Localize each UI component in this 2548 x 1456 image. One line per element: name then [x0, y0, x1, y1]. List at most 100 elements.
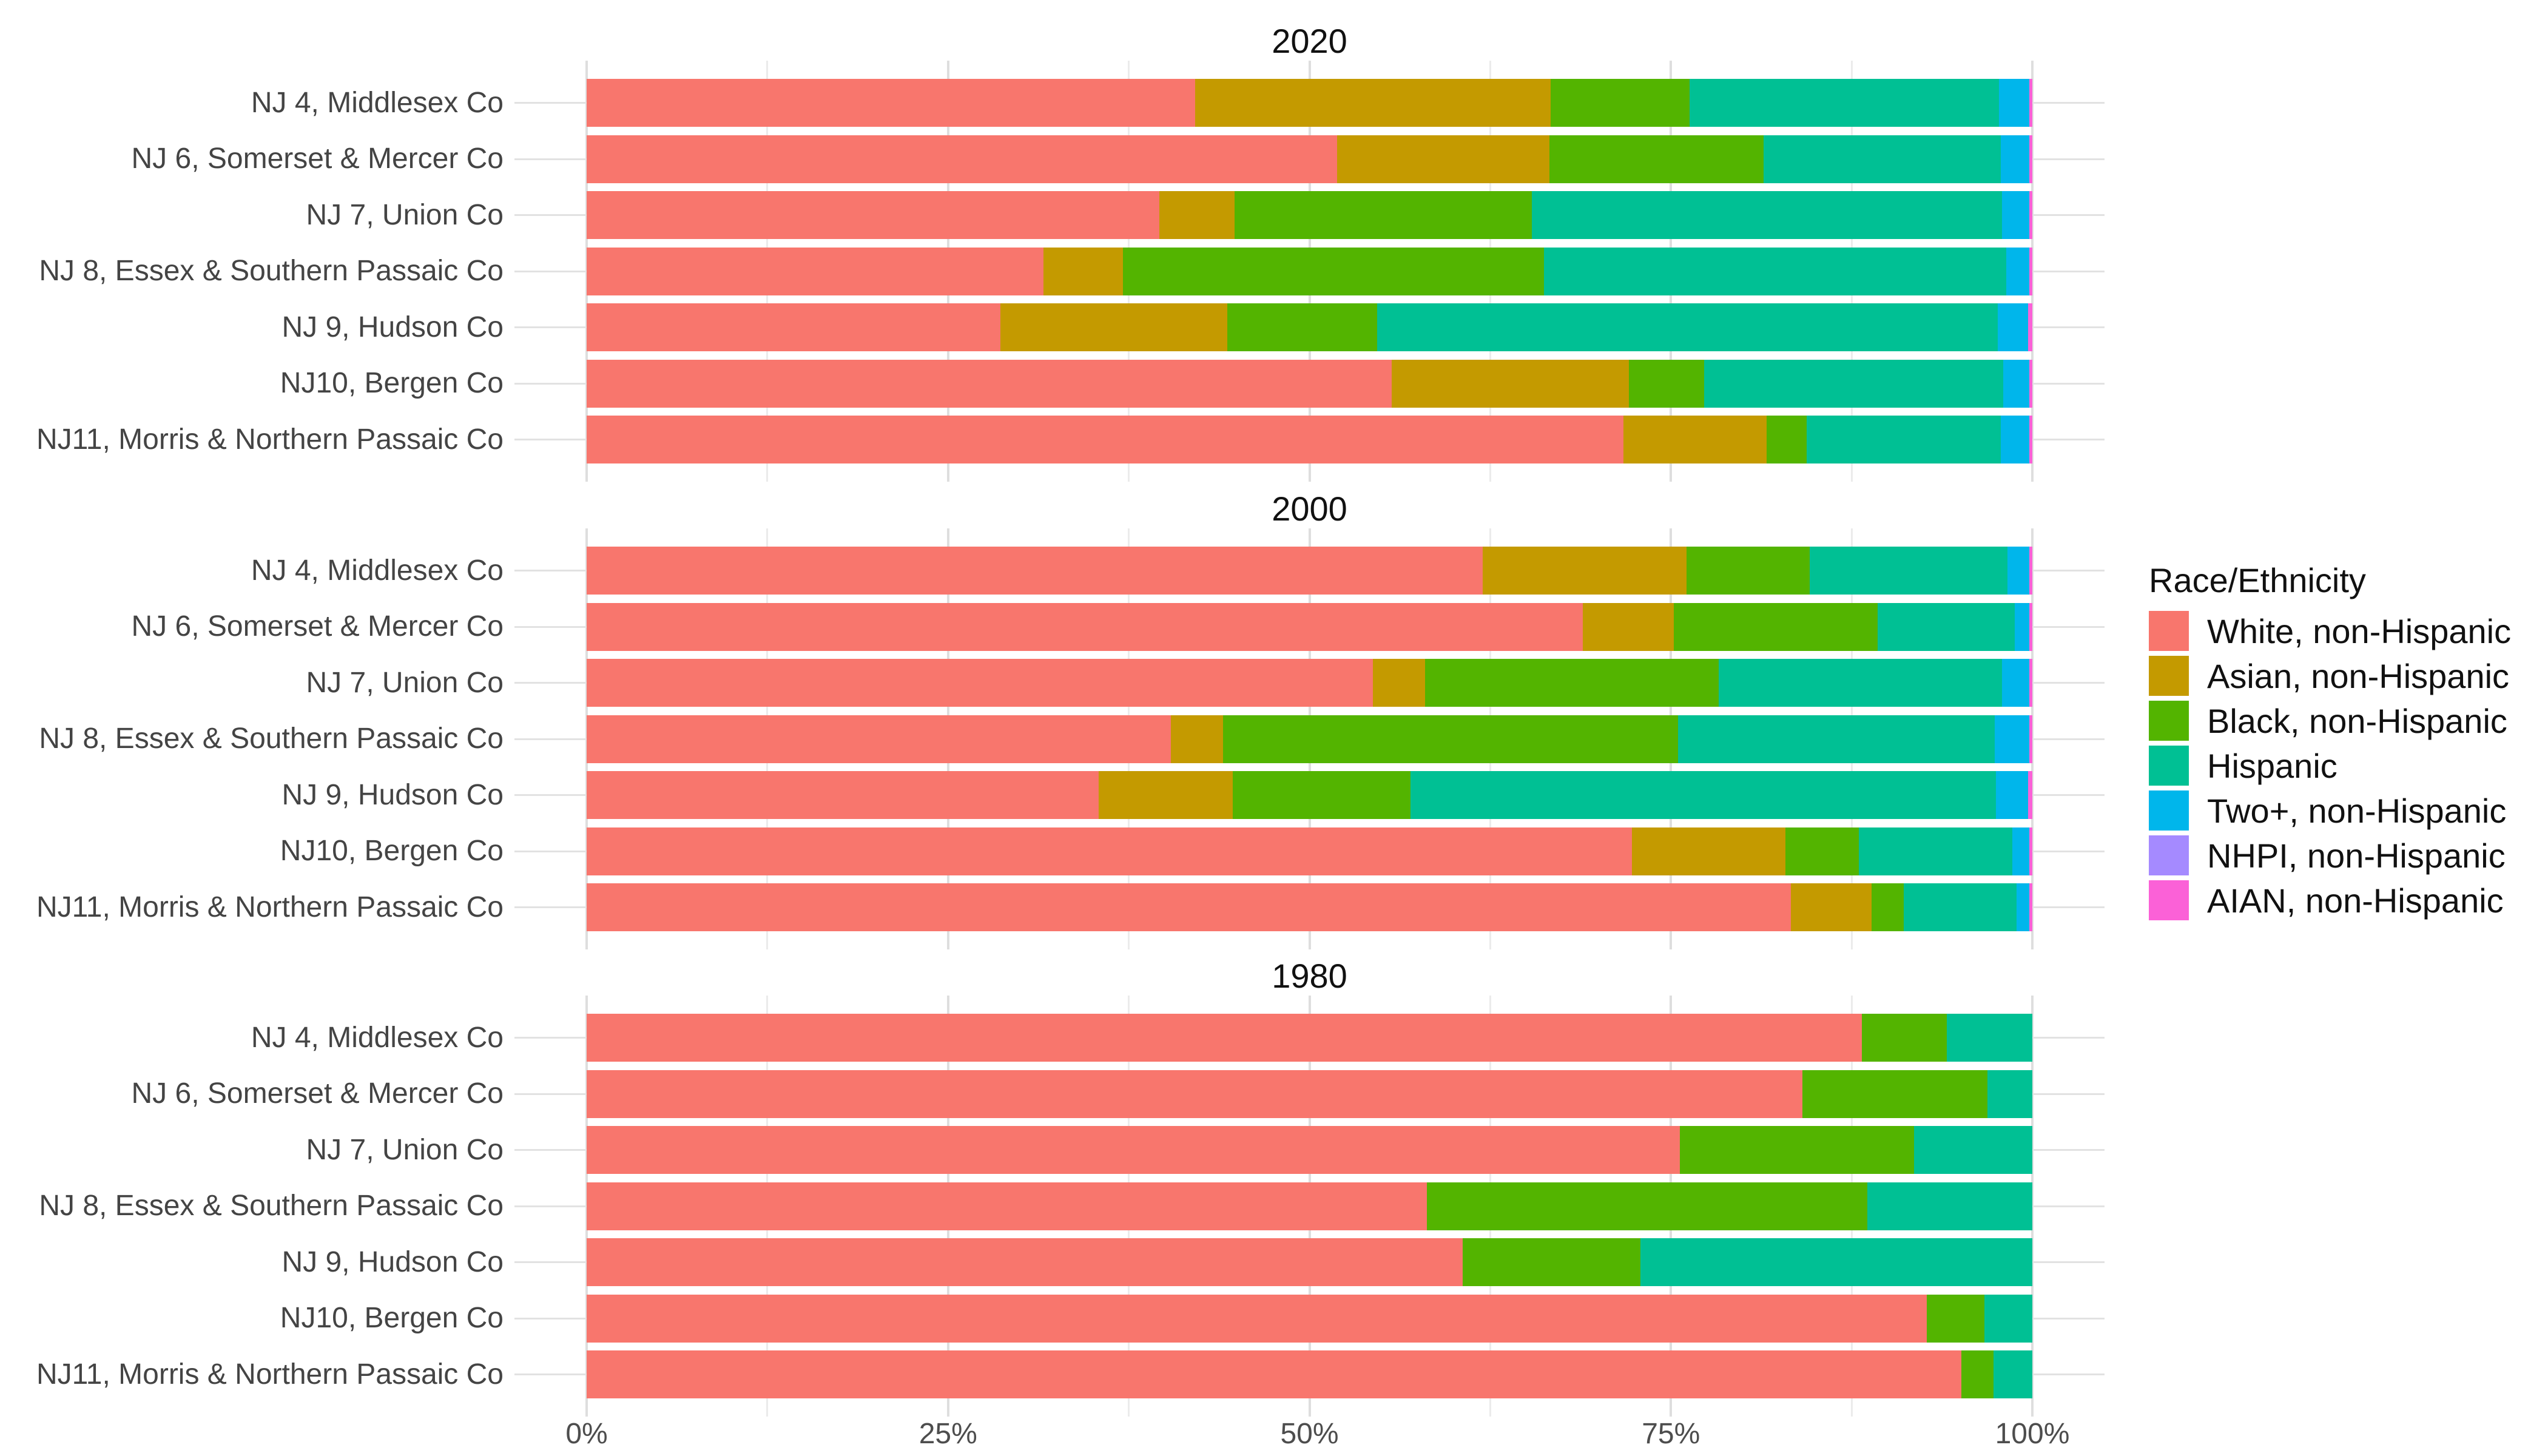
bar-segment — [587, 191, 1159, 239]
legend-entry-label: Black, non-Hispanic — [2207, 701, 2507, 740]
bar-segment — [2006, 247, 2030, 295]
legend-key-swatch — [2149, 790, 2189, 831]
legend-entry-label: NHPI, non-Hispanic — [2207, 836, 2506, 875]
y-axis-label: NJ 7, Union Co — [306, 1133, 504, 1166]
bar-segment — [1872, 883, 1904, 931]
panel-title: 2020 — [1272, 22, 1347, 60]
bar-segment — [587, 416, 1623, 463]
bar-row — [587, 883, 2032, 931]
bar-segment — [587, 1350, 1962, 1398]
bar-segment — [1582, 602, 1674, 651]
y-axis-label: NJ 4, Middlesex Co — [251, 1021, 504, 1054]
bar-segment — [1623, 416, 1767, 463]
bar-segment — [1961, 1350, 1994, 1398]
legend-entries: White, non-Hispanic Asian, non-Hispanic Bl… — [2149, 611, 2511, 920]
panel-title: 1980 — [1272, 957, 1347, 995]
bar-segment — [1222, 715, 1679, 763]
bar-segment — [1802, 1070, 1988, 1118]
bar-segment — [1807, 416, 2001, 463]
y-axis-label: NJ 9, Hudson Co — [281, 311, 504, 343]
legend-entry-label: Hispanic — [2207, 746, 2337, 785]
y-axis-label: NJ11, Morris & Northern Passaic Co — [36, 1358, 504, 1390]
bar-row — [587, 659, 2032, 707]
legend-key-swatch — [2149, 701, 2189, 741]
bar-segment — [2029, 359, 2032, 408]
bar-segment — [2029, 135, 2032, 183]
bar-segment — [1690, 79, 2000, 127]
bar-segment — [2029, 547, 2032, 595]
bar-row — [587, 1070, 2032, 1118]
bar-row — [587, 1182, 2032, 1230]
bar-segment — [1927, 1294, 1985, 1343]
bar-segment — [2007, 547, 2030, 595]
bar-segment — [1377, 303, 1998, 351]
legend-entry-label: Asian, non-Hispanic — [2207, 656, 2510, 695]
y-axis-label: NJ11, Morris & Northern Passaic Co — [36, 891, 504, 923]
bar-row — [587, 247, 2032, 295]
bar-segment — [1878, 602, 2015, 651]
bar-segment — [2001, 191, 2030, 239]
y-axis-label: NJ 8, Essex & Southern Passaic Co — [39, 1190, 504, 1222]
y-axis-label: NJ11, Morris & Northern Passaic Co — [36, 423, 504, 456]
bar-segment — [587, 659, 1373, 707]
bar-segment — [587, 602, 1583, 651]
bar-row — [587, 359, 2032, 408]
x-axis-tick-label: 100% — [1995, 1418, 2070, 1450]
bar-segment — [1999, 79, 2030, 127]
bar-segment — [1392, 359, 1630, 408]
bar-segment — [587, 883, 1791, 931]
bar-segment — [1410, 771, 1997, 819]
legend-key-swatch — [2149, 656, 2189, 696]
x-axis-tick-label: 75% — [1642, 1418, 1700, 1450]
bar-segment — [587, 1070, 1803, 1118]
y-axis-label: NJ10, Bergen Co — [280, 1302, 504, 1334]
bar-row — [587, 303, 2032, 351]
y-axis-label: NJ10, Bergen Co — [280, 835, 504, 867]
bar-segment — [1704, 359, 2004, 408]
legend-entry: Black, non-Hispanic — [2149, 701, 2511, 741]
bar-row — [587, 1238, 2032, 1286]
x-axis-tick-label: 0% — [565, 1418, 608, 1450]
legend-entry-label: White, non-Hispanic — [2207, 612, 2512, 650]
legend-entry: Asian, non-Hispanic — [2149, 656, 2511, 696]
bar-segment — [1687, 547, 1810, 595]
bar-segment — [587, 1182, 1427, 1230]
bar-segment — [2000, 135, 2030, 183]
bar-segment — [1718, 659, 2002, 707]
bar-segment — [1195, 79, 1551, 127]
bar-segment — [1000, 303, 1227, 351]
bar-segment — [1532, 191, 2002, 239]
legend-entry: Hispanic — [2149, 746, 2511, 786]
bar-segment — [1463, 1238, 1641, 1286]
bar-segment — [2015, 602, 2030, 651]
y-axis-label: NJ 7, Union Co — [306, 198, 504, 231]
bar-row — [587, 416, 2032, 463]
bar-segment — [2027, 303, 2032, 351]
bar-segment — [2029, 602, 2032, 651]
bar-row — [587, 771, 2032, 819]
bar-row — [587, 1350, 2032, 1398]
legend-key-swatch — [2149, 880, 2189, 920]
bar-segment — [587, 79, 1196, 127]
bar-row — [587, 1126, 2032, 1174]
bar-segment — [1631, 827, 1785, 875]
y-axis-label: NJ 4, Middlesex Co — [251, 86, 504, 119]
bar-segment — [1483, 547, 1687, 595]
bar-segment — [1785, 827, 1859, 875]
bar-row — [587, 79, 2032, 127]
bar-row — [587, 135, 2032, 183]
y-axis-label: NJ 8, Essex & Southern Passaic Co — [39, 723, 504, 755]
bar-segment — [587, 715, 1171, 763]
bar-segment — [587, 359, 1392, 408]
bar-segment — [1993, 1350, 2032, 1398]
bar-segment — [1997, 303, 2028, 351]
legend-entry: White, non-Hispanic — [2149, 611, 2511, 651]
legend-key-swatch — [2149, 746, 2189, 786]
bar-segment — [2012, 827, 2030, 875]
bar-segment — [587, 1014, 1862, 1062]
bar-segment — [587, 135, 1337, 183]
bar-segment — [1867, 1182, 2032, 1230]
bar-segment — [587, 1238, 1463, 1286]
bar-segment — [1861, 1014, 1947, 1062]
